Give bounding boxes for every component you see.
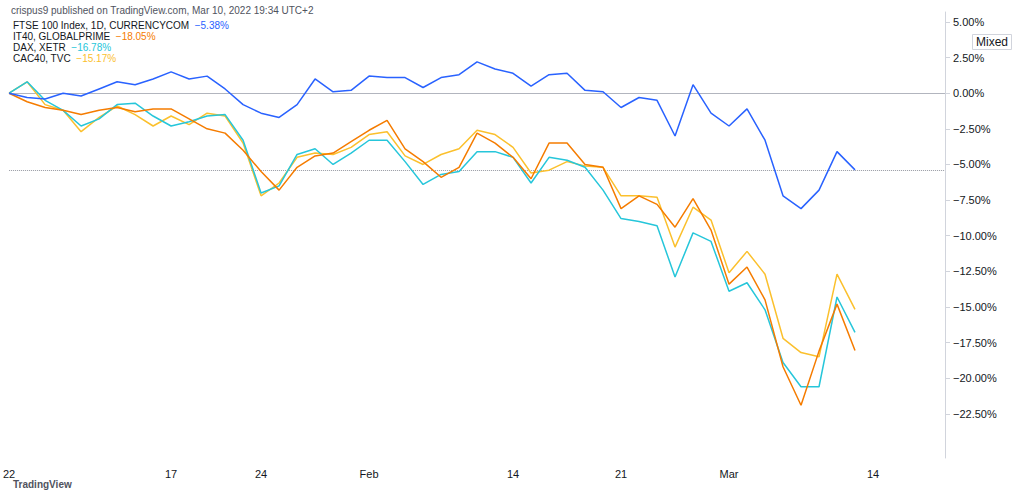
svg-text:17: 17 xyxy=(165,468,177,480)
svg-text:24: 24 xyxy=(255,468,267,480)
svg-text:5.00%: 5.00% xyxy=(953,16,984,28)
svg-text:IT40, GLOBALPRIME: IT40, GLOBALPRIME xyxy=(13,31,116,42)
svg-text:−5.38%: −5.38% xyxy=(195,20,229,31)
svg-text:−20.00%: −20.00% xyxy=(953,372,997,384)
svg-text:22: 22 xyxy=(3,467,16,480)
svg-text:−16.78%: −16.78% xyxy=(71,42,111,53)
svg-text:crispus9 published on TradingV: crispus9 published on TradingView.com, M… xyxy=(11,5,314,16)
svg-text:14: 14 xyxy=(867,468,879,480)
svg-text:−10.00%: −10.00% xyxy=(953,230,997,242)
svg-text:−12.50%: −12.50% xyxy=(953,265,997,277)
svg-text:−5.00%: −5.00% xyxy=(953,158,991,170)
svg-text:−17.50%: −17.50% xyxy=(953,337,997,349)
svg-text:0.00%: 0.00% xyxy=(953,87,984,99)
svg-text:−2.50%: −2.50% xyxy=(953,123,991,135)
svg-text:−15.17%: −15.17% xyxy=(76,53,116,64)
svg-text:−22.50%: −22.50% xyxy=(953,408,997,420)
svg-text:−7.50%: −7.50% xyxy=(953,194,991,206)
svg-text:−15.00%: −15.00% xyxy=(953,301,997,313)
svg-text:−18.05%: −18.05% xyxy=(116,31,156,42)
svg-text:TradingView: TradingView xyxy=(13,479,72,490)
svg-text:FTSE 100 Index, 1D, CURRENCYCO: FTSE 100 Index, 1D, CURRENCYCOM xyxy=(13,20,195,31)
svg-text:21: 21 xyxy=(615,468,627,480)
svg-text:14: 14 xyxy=(507,468,519,480)
svg-text:Mar: Mar xyxy=(720,468,739,480)
svg-text:Feb: Feb xyxy=(360,468,379,480)
svg-text:DAX, XETR: DAX, XETR xyxy=(13,42,71,53)
svg-text:2.50%: 2.50% xyxy=(953,52,984,64)
svg-text:CAC40, TVC: CAC40, TVC xyxy=(13,53,76,64)
svg-text:Mixed: Mixed xyxy=(976,35,1008,49)
